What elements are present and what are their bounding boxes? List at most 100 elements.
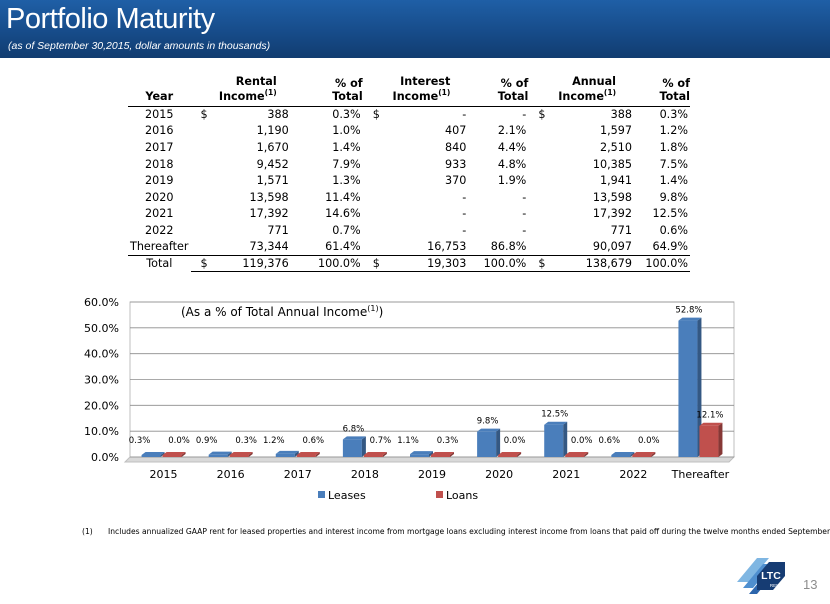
bar-side [181, 452, 186, 457]
bar-top [342, 436, 366, 440]
bar-side [651, 452, 656, 457]
bar-loans-2018 [363, 455, 383, 457]
bar-top [162, 452, 186, 455]
cell-annual: 1,941 [599, 174, 632, 188]
cell-interest: - [462, 223, 467, 237]
cell-year: 2021 [145, 207, 174, 221]
cell-interest: - [462, 190, 467, 204]
y-tick-label: 40.0% [84, 348, 119, 361]
bar-side [382, 452, 387, 457]
data-label: 12.5% [541, 410, 568, 420]
x-tick-label: 2017 [284, 468, 312, 481]
cell-annual-cur [528, 239, 550, 256]
cell-rental: 1,571 [256, 174, 289, 188]
y-tick-label: 30.0% [84, 374, 119, 387]
maturity-table: Year Rental Income(1) % of Total Interest I… [128, 63, 690, 273]
data-label: 0.0% [168, 436, 190, 446]
cell-annual-pct: 64.9% [652, 240, 688, 254]
table-row: 2019 1,571 1.3% 370 1.9% 1,941 1.4% [128, 172, 690, 189]
bar-side [227, 451, 232, 457]
x-tick-label: 2015 [150, 468, 178, 481]
cell-year: 2019 [145, 174, 174, 188]
col-year: Year [128, 63, 191, 107]
col-rental-income: Rental Income(1) [190, 63, 291, 107]
cell-year: 2022 [145, 223, 174, 237]
cell-interest-pct: - [522, 223, 527, 237]
y-tick-label: 10.0% [84, 425, 119, 438]
cell-year: 2020 [145, 190, 174, 204]
cell-annual-pct: 9.8% [659, 190, 688, 204]
bar-side [517, 452, 522, 457]
col-interest-income: Interest Income(1) [362, 63, 469, 107]
bar-side [248, 452, 253, 457]
cell-rental: 388 [267, 108, 289, 122]
cell-interest-cur [363, 189, 385, 206]
bar-side [697, 317, 702, 457]
cell-annual: 10,385 [592, 157, 632, 171]
y-tick-label: 20.0% [84, 399, 119, 412]
legend-swatch-leases [318, 491, 325, 498]
cell-interest-cur [363, 172, 385, 189]
table-row: 2020 13,598 11.4% - - 13,598 9.8% [128, 189, 690, 206]
title-banner: Portfolio Maturity (as of September 30,2… [0, 0, 830, 58]
bar-loans-thereafter [699, 425, 719, 457]
cell-rental-pct: 1.0% [332, 124, 361, 138]
cell-rental-cur [191, 222, 213, 239]
cell-interest: - [462, 207, 467, 221]
cell-rental-cur [191, 172, 213, 189]
cell-rental-cur [191, 189, 213, 206]
cell-year: 2017 [145, 140, 174, 154]
table-row: 2021 17,392 14.6% - - 17,392 12.5% [128, 206, 690, 223]
cell-interest-pct: 86.8% [490, 240, 527, 254]
cell-rental-cur [191, 239, 213, 256]
cell-interest-cur [363, 239, 385, 256]
bar-leases-2015 [141, 455, 161, 457]
cell-interest: - [462, 108, 467, 122]
page-title: Portfolio Maturity [6, 3, 215, 35]
bar-side [718, 422, 723, 457]
cell-interest-pct: 4.4% [497, 140, 527, 154]
bar-side [429, 451, 433, 457]
data-label: 0.0% [504, 436, 526, 446]
cell-rental-pct: 100.0% [290, 254, 363, 273]
footnote-number: (1) [82, 527, 93, 536]
bar-loans-2020 [498, 455, 518, 457]
cell-rental: 13,598 [249, 190, 289, 204]
bar-top [431, 452, 454, 455]
data-label: 0.6% [302, 436, 324, 446]
cell-interest: 407 [444, 124, 467, 138]
cell-interest-cur [363, 139, 385, 156]
cell-annual-pct: 0.6% [659, 223, 688, 237]
table-row: 2017 1,670 1.4% 840 4.4% 2,510 1.8% [128, 139, 690, 156]
cell-rental-pct: 0.7% [332, 223, 361, 237]
cell-rental: 771 [267, 223, 289, 237]
cell-annual-cur [528, 222, 550, 239]
bar-top [632, 452, 656, 455]
bar-side [563, 421, 568, 457]
cell-rental-cur [191, 139, 213, 156]
cell-annual: 771 [610, 223, 632, 237]
cell-rental: 73,344 [249, 240, 289, 254]
table-total-row: Total $119,376 100.0% $19,303 100.0% $138,679… [128, 254, 690, 273]
data-label: 0.9% [196, 436, 218, 446]
col-annual-income: Annual Income(1) [528, 63, 634, 107]
x-tick-label: 2019 [418, 468, 446, 481]
cell-annual-pct: 100.0% [634, 254, 690, 273]
cell-interest: 840 [444, 140, 467, 154]
cell-rental-cur [191, 156, 213, 173]
chart-title: (As a % of Total Annual Income(1)) [181, 304, 383, 319]
bar-leases-2017 [275, 453, 295, 457]
cell-annual-pct: 1.2% [659, 124, 688, 138]
cell-interest-pct: 4.8% [497, 157, 527, 171]
y-tick-label: 0.0% [91, 451, 119, 464]
bar-top [477, 428, 501, 432]
bar-leases-2018 [342, 439, 362, 457]
col-annual-pct: % of Total [634, 63, 690, 107]
bar-side [630, 452, 635, 457]
cell-rental-cur [191, 206, 213, 223]
cell-interest-cur: $ [372, 108, 380, 122]
cell-year: 2015 [145, 108, 174, 122]
table-row: 2018 9,452 7.9% 933 4.8% 10,385 7.5% [128, 156, 690, 173]
data-label: 0.3% [129, 436, 151, 446]
cell-interest-cur [363, 222, 385, 239]
